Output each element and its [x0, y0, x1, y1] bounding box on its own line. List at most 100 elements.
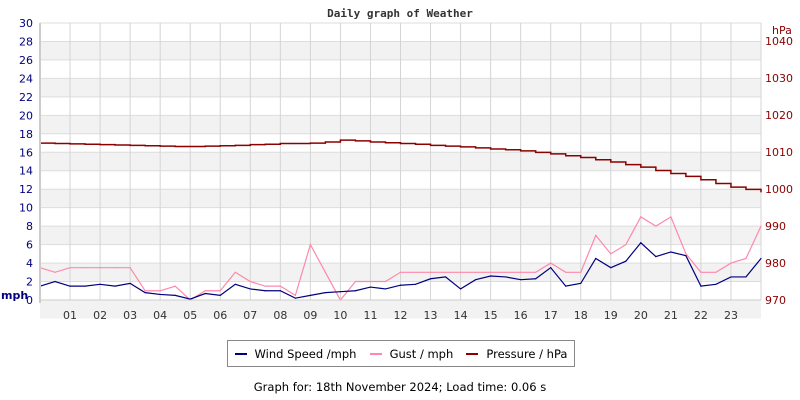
data-point	[475, 271, 477, 273]
data-point	[700, 179, 702, 181]
data-point	[279, 285, 281, 287]
data-point	[655, 225, 657, 227]
data-point	[429, 271, 432, 273]
data-point	[234, 283, 236, 285]
x-tick-label: 10	[333, 309, 347, 322]
y2-tick-label: 1030	[765, 72, 793, 85]
data-point	[354, 290, 357, 292]
data-point	[384, 142, 387, 144]
data-point	[429, 144, 432, 146]
y-tick-label: 16	[19, 146, 33, 159]
legend-swatch	[466, 352, 479, 355]
data-point	[640, 166, 642, 168]
data-point	[294, 297, 296, 299]
data-point	[189, 145, 191, 148]
data-point	[69, 143, 71, 145]
data-point	[700, 271, 702, 273]
data-point	[144, 145, 146, 147]
data-point	[475, 279, 477, 281]
x-tick-label: 19	[604, 309, 618, 322]
data-point	[219, 145, 221, 147]
data-point	[565, 271, 567, 273]
chart-legend: Wind Speed /mph Gust / mph Pressure / hP…	[227, 340, 575, 367]
legend-label: Pressure / hPa	[486, 346, 568, 361]
y-tick-label: 18	[19, 128, 33, 141]
data-point	[595, 234, 597, 236]
footer-text: Graph for: 18th November 2024; Load time…	[253, 380, 547, 394]
data-point	[625, 244, 627, 246]
data-point	[69, 267, 71, 269]
x-tick-label: 17	[544, 309, 558, 322]
x-tick-label: 08	[273, 309, 287, 322]
data-point	[760, 191, 762, 193]
data-point	[99, 144, 101, 146]
data-point	[354, 280, 357, 283]
data-point	[249, 144, 251, 146]
data-point	[745, 257, 747, 260]
y-tick-label: 14	[19, 165, 33, 178]
data-point	[204, 290, 206, 292]
legend-swatch	[369, 352, 382, 355]
y-tick-label: 4	[26, 257, 33, 270]
x-tick-label: 04	[153, 309, 167, 322]
data-point	[144, 290, 146, 292]
x-tick-label: 18	[574, 309, 588, 322]
legend-label: Gust / mph	[389, 346, 454, 361]
y2-tick-label: 1040	[765, 35, 793, 48]
data-point	[505, 271, 507, 273]
data-point	[414, 143, 417, 145]
grid-band	[40, 300, 761, 319]
data-point	[399, 284, 402, 286]
data-point	[730, 186, 732, 188]
data-point	[234, 271, 236, 273]
data-point	[459, 146, 462, 148]
data-point	[715, 182, 717, 185]
data-point	[670, 216, 672, 218]
data-point	[610, 267, 612, 269]
data-point	[369, 280, 372, 283]
data-point	[84, 267, 86, 269]
x-tick-label: 07	[243, 309, 257, 322]
data-point	[159, 293, 161, 296]
data-point	[505, 149, 507, 151]
data-point	[309, 244, 311, 246]
data-point	[84, 285, 86, 287]
data-point	[520, 150, 522, 152]
data-point	[550, 153, 552, 155]
data-point	[264, 285, 266, 287]
legend-item-pressure: Pressure / hPa	[466, 347, 567, 361]
data-point	[414, 283, 417, 285]
data-point	[159, 145, 161, 147]
x-tick-label: 06	[213, 309, 227, 322]
x-tick-label: 15	[484, 309, 498, 322]
data-point	[369, 286, 372, 288]
data-point	[580, 282, 582, 284]
data-point	[369, 141, 372, 143]
data-point	[174, 145, 176, 148]
data-point	[490, 148, 492, 150]
data-point	[189, 298, 191, 300]
data-point	[219, 290, 221, 292]
x-tick-label: 13	[424, 309, 438, 322]
data-point	[715, 283, 717, 285]
data-point	[595, 159, 597, 161]
data-point	[715, 271, 717, 273]
data-point	[279, 290, 281, 292]
data-point	[444, 276, 447, 278]
data-point	[505, 276, 507, 278]
data-point	[339, 291, 342, 293]
data-point	[655, 256, 657, 258]
data-point	[444, 271, 447, 273]
data-point	[685, 253, 687, 255]
x-tick-label: 02	[93, 309, 107, 322]
data-point	[640, 242, 642, 244]
data-point	[174, 285, 176, 287]
y2-tick-label: 1000	[765, 183, 793, 196]
x-tick-label: 21	[664, 309, 678, 322]
y-tick-label: 26	[19, 54, 33, 67]
x-tick-label: 20	[634, 309, 648, 322]
y-tick-label: 20	[19, 109, 33, 122]
y2-tick-label: 980	[765, 257, 786, 270]
data-point	[204, 145, 206, 147]
y2-tick-label: 1020	[765, 109, 793, 122]
